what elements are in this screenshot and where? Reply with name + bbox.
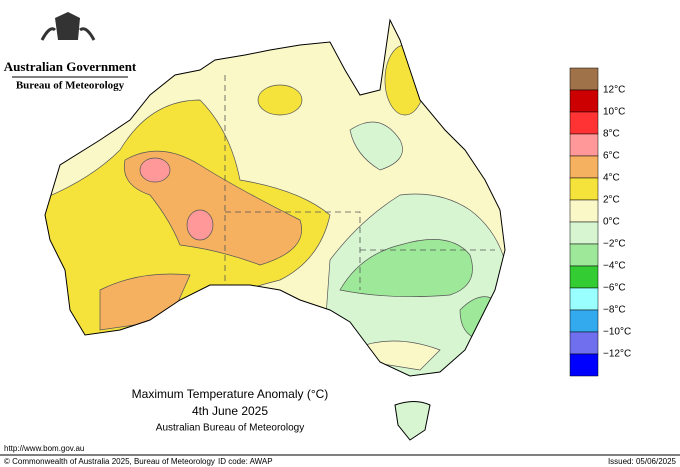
legend-label: −8°C [603, 305, 626, 316]
legend-label: 12°C [603, 85, 625, 96]
legend-swatch [569, 133, 599, 157]
legend-swatch [569, 111, 599, 135]
legend-label: 10°C [603, 107, 625, 118]
legend: 12°C 10°C 8°C 6°C 4°C 2°C 0°C −2°C −4°C −6°C −8°C −… [569, 67, 631, 377]
legend-label: 0°C [603, 217, 620, 228]
legend-swatch [569, 243, 599, 267]
legend-swatch [569, 221, 599, 245]
government: Australian Government [4, 59, 137, 74]
legend-label: −12°C [603, 349, 631, 360]
legend-swatch [569, 89, 599, 113]
legend-swatch [569, 265, 599, 289]
legend-swatch [569, 67, 599, 91]
legend-label: 8°C [603, 129, 620, 140]
id-code: ID code: AWAP [218, 457, 273, 466]
legend-swatch [569, 199, 599, 223]
logo [40, 12, 96, 41]
copyright: © Commonwealth of Australia 2025, Bureau… [4, 457, 215, 466]
map-title: Maximum Temperature Anomaly (°C) [132, 387, 329, 401]
legend-label: 6°C [603, 151, 620, 162]
legend-label: 2°C [603, 195, 620, 206]
legend-label: −6°C [603, 283, 626, 294]
legend-swatch [569, 177, 599, 201]
tasmania [394, 401, 431, 441]
state-borders [224, 75, 495, 290]
url: http://www.bom.gov.au [4, 444, 84, 453]
legend-label: 4°C [603, 173, 620, 184]
issued: Issued: 05/06/2025 [608, 457, 677, 466]
legend-swatch [569, 155, 599, 179]
legend-label: −4°C [603, 261, 626, 272]
legend-swatch [569, 309, 599, 333]
map-source: Australian Bureau of Meteorology [156, 423, 304, 434]
coastline [44, 18, 506, 377]
legend-label: −2°C [603, 239, 626, 250]
legend-swatch [569, 353, 599, 377]
legend-swatch [569, 331, 599, 355]
map-date: 4th June 2025 [192, 404, 268, 418]
legend-swatch [569, 287, 599, 311]
legend-label: −10°C [603, 327, 631, 338]
agency: Bureau of Meteorology [16, 80, 125, 92]
